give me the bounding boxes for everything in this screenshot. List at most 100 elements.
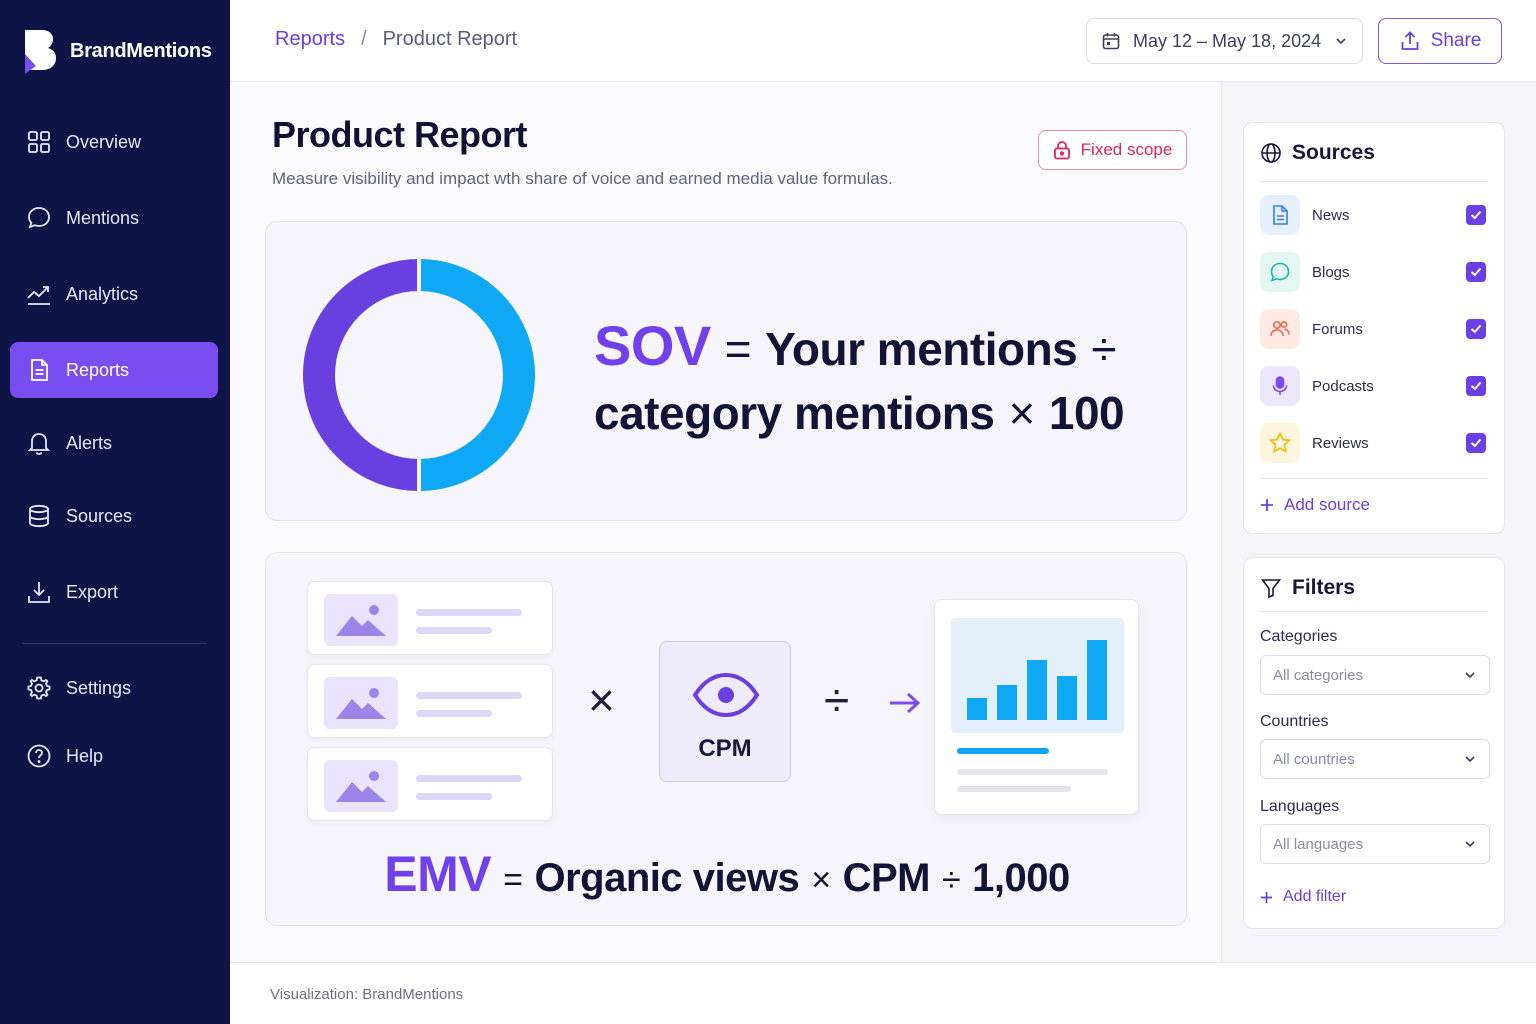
emv-factor: 1,000: [972, 856, 1070, 900]
share-button[interactable]: Share: [1378, 18, 1502, 64]
divider: [1260, 611, 1488, 612]
text-line-placeholder: [416, 692, 522, 699]
top-bar: Reports / Product Report May 12 – May 18…: [230, 0, 1536, 82]
source-checkbox-checked[interactable]: [1466, 262, 1486, 282]
sidebar-item-analytics[interactable]: Analytics: [10, 266, 218, 322]
text-line-placeholder: [416, 609, 522, 616]
chevron-down-icon: [1465, 756, 1475, 763]
sidebar-item-label: Export: [66, 581, 119, 602]
breadcrumb-reports-link[interactable]: Reports: [275, 28, 346, 50]
microphone-icon: [1260, 366, 1300, 406]
categories-value: All categories: [1273, 666, 1364, 684]
languages-label: Languages: [1260, 798, 1340, 815]
divide-sign: ÷: [1091, 323, 1116, 375]
lock-icon: [1053, 141, 1070, 160]
bar-chart-bar: [967, 698, 987, 720]
sidebar-item-overview[interactable]: Overview: [10, 114, 218, 170]
emv-organic-views: Organic views: [534, 856, 800, 900]
sidebar-item-label: Analytics: [66, 283, 139, 304]
source-row-reviews[interactable]: Reviews: [1260, 423, 1488, 463]
gear-icon: [27, 676, 51, 700]
database-icon: [29, 504, 49, 528]
add-filter-label: Add filter: [1283, 888, 1347, 905]
countries-select[interactable]: All countries: [1260, 739, 1490, 779]
filters-panel-header: Filters: [1260, 576, 1355, 600]
add-filter-button[interactable]: Add filter: [1260, 888, 1346, 906]
categories-select[interactable]: All categories: [1260, 655, 1490, 695]
media-item-card: [307, 664, 553, 738]
emv-keyword: EMV: [384, 846, 492, 902]
main-content: Product Report Measure visibility and im…: [230, 82, 1220, 962]
sov-keyword: SOV: [594, 314, 711, 377]
emv-formula: EMV = Organic views × CPM ÷ 1,000: [266, 845, 1188, 903]
plus-icon: [1261, 499, 1273, 511]
sov-line-2: category mentions × 100: [594, 381, 1130, 445]
cpm-label: CPM: [698, 735, 752, 762]
sov-numerator: Your mentions: [765, 323, 1078, 375]
sidebar-item-reports[interactable]: Reports: [10, 342, 218, 398]
app-name: BrandMentions: [70, 39, 212, 62]
bar-chart-bar: [997, 685, 1017, 720]
emv-formula-card: × CPM ÷ EMV = Organic views × CPM ÷ 1,000: [265, 552, 1187, 926]
add-source-label: Add source: [1284, 495, 1370, 514]
languages-select[interactable]: All languages: [1260, 824, 1490, 864]
sidebar-item-label: Sources: [66, 505, 133, 526]
divide-operator: ÷: [824, 674, 850, 726]
arrow-right-icon: [890, 692, 921, 714]
visualization-credit: Visualization: BrandMentions: [270, 986, 464, 1003]
document-icon: [31, 359, 48, 381]
bar-chart-bar: [1057, 676, 1077, 720]
source-row-forums[interactable]: Forums: [1260, 309, 1488, 349]
sidebar-item-sources[interactable]: Sources: [10, 488, 218, 544]
brandmentions-logo-icon: [25, 30, 56, 74]
bar-chart-bar: [1027, 660, 1047, 720]
media-item-card: [307, 581, 553, 655]
source-label: Podcasts: [1312, 377, 1374, 395]
add-source-button[interactable]: Add source: [1260, 495, 1370, 515]
source-checkbox-checked[interactable]: [1466, 433, 1486, 453]
source-label: News: [1312, 206, 1350, 224]
languages-value: All languages: [1273, 835, 1364, 853]
source-row-podcasts[interactable]: Podcasts: [1260, 366, 1488, 406]
source-row-news[interactable]: News: [1260, 195, 1488, 235]
date-range-value: May 12 – May 18, 2024: [1133, 30, 1322, 51]
sidebar-item-alerts[interactable]: Alerts: [10, 415, 218, 471]
source-checkbox-checked[interactable]: [1466, 319, 1486, 339]
sources-panel-header: Sources: [1260, 141, 1375, 165]
source-row-blogs[interactable]: Blogs: [1260, 252, 1488, 292]
text-line-placeholder: [957, 769, 1108, 775]
countries-label: Countries: [1260, 713, 1329, 730]
divide-sign: ÷: [941, 861, 961, 899]
source-checkbox-checked[interactable]: [1466, 205, 1486, 225]
sidebar: BrandMentions Overview Mentions Analytic…: [0, 0, 230, 1024]
chevron-down-icon: [1336, 38, 1346, 45]
times-sign: ×: [811, 861, 831, 899]
fixed-scope-badge[interactable]: Fixed scope: [1038, 130, 1187, 170]
help-circle-icon: [27, 744, 51, 768]
brand[interactable]: BrandMentions: [22, 28, 212, 74]
page-title: Product Report: [272, 114, 528, 155]
news-document-icon: [1260, 195, 1300, 235]
sources-title: Sources: [1292, 141, 1375, 164]
source-checkbox-checked[interactable]: [1466, 376, 1486, 396]
sidebar-item-label: Settings: [66, 677, 132, 698]
breadcrumb-separator: /: [361, 28, 367, 50]
countries-value: All countries: [1273, 750, 1355, 768]
date-range-picker[interactable]: May 12 – May 18, 2024: [1086, 18, 1363, 64]
sidebar-item-label: Help: [66, 745, 104, 766]
sidebar-item-export[interactable]: Export: [10, 564, 218, 620]
sov-formula: SOV = Your mentions ÷ category mentions × 100: [594, 314, 1130, 445]
share-button-label: Share: [1430, 30, 1482, 51]
sidebar-item-help[interactable]: Help: [10, 728, 218, 784]
blog-chat-icon: [1260, 252, 1300, 292]
sidebar-item-settings[interactable]: Settings: [10, 660, 218, 716]
share-upload-icon: [1401, 31, 1419, 50]
source-label: Reviews: [1312, 434, 1369, 452]
sov-denominator: category mentions: [594, 387, 995, 439]
source-label: Blogs: [1312, 263, 1350, 281]
eye-icon: [692, 672, 760, 718]
plus-icon: [1260, 891, 1273, 903]
sidebar-item-mentions[interactable]: Mentions: [10, 190, 218, 246]
times-operator: ×: [588, 674, 615, 726]
calendar-icon: [1102, 33, 1120, 50]
